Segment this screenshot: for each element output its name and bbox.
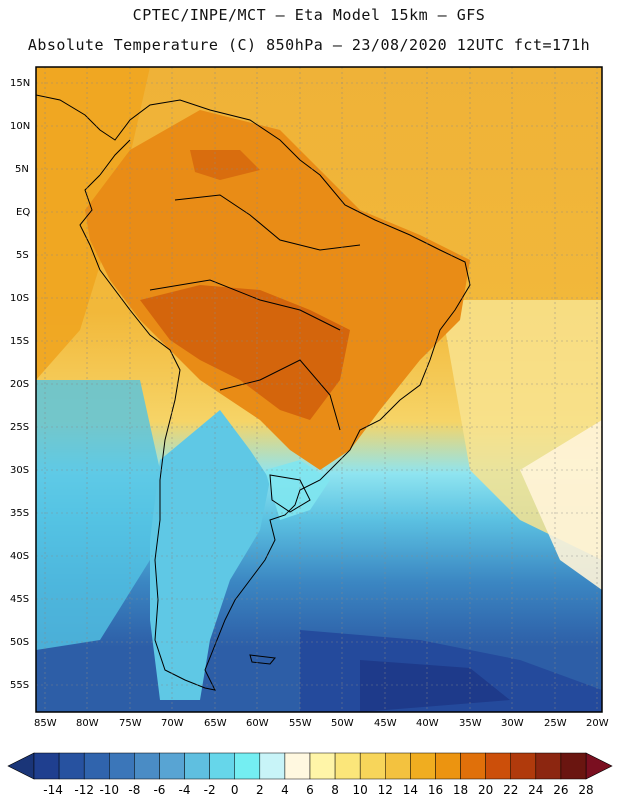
lat-label: 15N xyxy=(10,78,30,89)
lat-label: 20S xyxy=(10,379,29,390)
colorbar-tick-label: 22 xyxy=(503,783,518,797)
colorbar-swatch xyxy=(460,752,486,780)
lat-label: 10N xyxy=(10,121,30,132)
colorbar-tick-label: -2 xyxy=(204,783,216,797)
colorbar-swatch xyxy=(485,752,511,780)
colorbar-swatch xyxy=(435,752,461,780)
lat-label: EQ xyxy=(16,207,30,218)
lat-label: 30S xyxy=(10,465,29,476)
graticule xyxy=(36,67,602,712)
lat-label: 10S xyxy=(10,293,29,304)
lon-label: 25W xyxy=(544,718,567,729)
lon-label: 85W xyxy=(34,718,57,729)
lat-label: 25S xyxy=(10,422,29,433)
colorbar-swatch xyxy=(159,752,185,780)
lon-label: 75W xyxy=(119,718,142,729)
colorbar-swatch xyxy=(309,752,336,780)
colorbar-tick-label: 20 xyxy=(478,783,493,797)
colorbar-swatch xyxy=(184,752,210,780)
colorbar-swatch xyxy=(385,752,411,780)
colorbar-swatch xyxy=(83,752,110,780)
lon-label: 20W xyxy=(586,718,609,729)
colorbar-tick-label: -4 xyxy=(179,783,191,797)
colorbar-tick-label: 24 xyxy=(528,783,543,797)
temperature-field xyxy=(36,67,602,712)
colorbar-swatch xyxy=(560,752,587,780)
colorbar-tick-label: -14 xyxy=(43,783,63,797)
colorbar-tick-label: 18 xyxy=(453,783,468,797)
map-title: CPTEC/INPE/MCT – Eta Model 15km – GFS xyxy=(132,6,486,24)
colorbar-tick-label: -6 xyxy=(153,783,165,797)
lat-label: 40S xyxy=(10,551,29,562)
lon-label: 55W xyxy=(289,718,312,729)
lat-label: 55S xyxy=(10,680,29,691)
colorbar-tick-label: 16 xyxy=(428,783,443,797)
temperature-colorbar: -14 -12 -10 -8 -6 -4 -2 0 2 4 6 8 10 12 14 16 18 20 22 24 26… xyxy=(7,752,613,797)
colorbar-swatch xyxy=(58,752,85,780)
longitude-axis: 85W 80W 75W 70W 65W 60W 55W 50W 45W 40W … xyxy=(34,718,609,729)
map-frame xyxy=(35,66,603,713)
lon-label: 30W xyxy=(501,718,524,729)
colorbar-swatch xyxy=(284,752,311,780)
colorbar-tick-label: 4 xyxy=(281,783,289,797)
colorbar-swatch xyxy=(134,752,160,780)
colorbar-min-arrow xyxy=(7,752,35,780)
lat-label: 5N xyxy=(15,164,29,175)
colorbar-swatch xyxy=(510,752,537,780)
colorbar-max-arrow xyxy=(585,752,613,780)
colorbar-tick-label: -8 xyxy=(128,783,140,797)
lon-label: 45W xyxy=(374,718,397,729)
colorbar-swatch xyxy=(410,752,436,780)
colorbar-swatch xyxy=(234,752,261,780)
colorbar-swatch xyxy=(209,752,235,780)
lon-label: 65W xyxy=(204,718,227,729)
colorbar-tick-label: 28 xyxy=(578,783,593,797)
lon-label: 70W xyxy=(161,718,184,729)
map-subtitle: Absolute Temperature (C) 850hPa – 23/08/… xyxy=(27,36,591,54)
colorbar-tick-label: 2 xyxy=(256,783,264,797)
colorbar-tick-label: -12 xyxy=(74,783,94,797)
colorbar-swatch xyxy=(33,752,60,780)
colorbar-tick-label: 6 xyxy=(306,783,314,797)
lon-label: 35W xyxy=(459,718,482,729)
lat-label: 5S xyxy=(16,250,29,261)
colorbar-swatch xyxy=(259,752,286,780)
colorbar-tick-label: 0 xyxy=(231,783,239,797)
colorbar-swatch xyxy=(535,752,562,780)
lon-label: 40W xyxy=(416,718,439,729)
colorbar-tick-label: 14 xyxy=(403,783,418,797)
lon-label: 80W xyxy=(76,718,99,729)
lon-label: 50W xyxy=(331,718,354,729)
colorbar-tick-label: 12 xyxy=(378,783,393,797)
colorbar-swatch xyxy=(359,752,386,780)
colorbar-tick-label: 10 xyxy=(353,783,368,797)
colorbar-swatch xyxy=(109,752,135,780)
lat-label: 35S xyxy=(10,508,29,519)
latitude-axis: 15N 10N 5N EQ 5S 10S 15S 20S 25S 30S 35S… xyxy=(10,78,30,691)
lon-label: 60W xyxy=(246,718,269,729)
colorbar-tick-label: 8 xyxy=(331,783,339,797)
lat-label: 50S xyxy=(10,637,29,648)
colorbar-tick-label: -10 xyxy=(99,783,119,797)
continent-outline xyxy=(36,94,471,691)
colorbar-tick-label: 26 xyxy=(553,783,568,797)
lat-label: 15S xyxy=(10,336,29,347)
colorbar-swatch xyxy=(334,752,361,780)
lat-label: 45S xyxy=(10,594,29,605)
